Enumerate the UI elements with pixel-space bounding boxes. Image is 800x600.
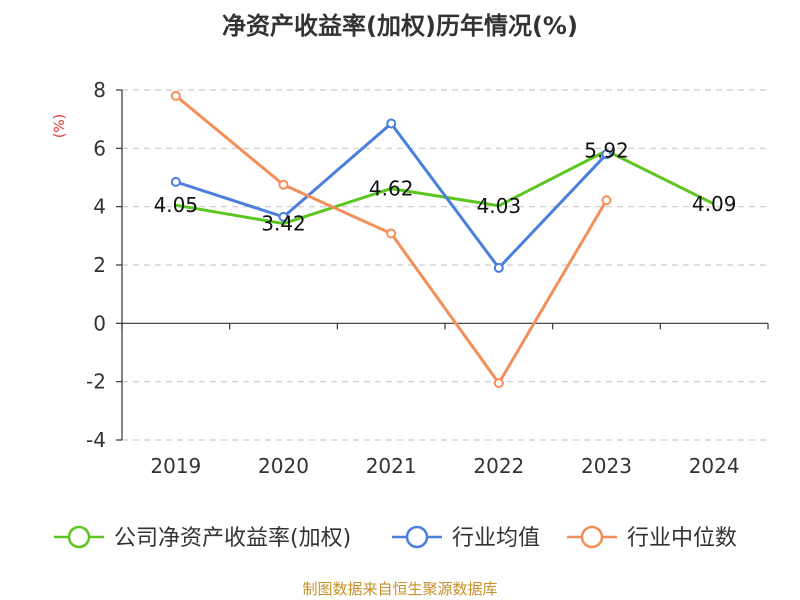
series-point-1	[601, 149, 612, 160]
series-point-2	[386, 228, 397, 239]
legend-item-2[interactable]: 行业中位数	[567, 525, 737, 551]
legend[interactable]: 公司净资产收益率(加权) 行业均值 行业中位数	[54, 525, 737, 551]
x-tick-label: 2023	[581, 454, 632, 478]
series-point-2	[601, 195, 612, 206]
y-axis-label: (%)	[52, 114, 68, 138]
series-point-1	[278, 211, 289, 222]
y-tick-label: -2	[86, 370, 106, 394]
legend-marker-icon	[67, 525, 91, 549]
series-point-1	[170, 176, 181, 187]
data-label: 5.92	[584, 139, 629, 163]
chart-title: 净资产收益率(加权)历年情况(%)	[222, 12, 578, 40]
legend-label: 行业中位数	[627, 526, 737, 551]
data-labels: 4.05 3.42 4.62 4.03 5.92 4.09	[154, 139, 737, 236]
x-tick-label: 2020	[258, 454, 309, 478]
series-point-2	[170, 90, 181, 101]
y-tick-label: 6	[93, 136, 106, 160]
data-label: 4.09	[692, 192, 737, 216]
data-label: 3.42	[261, 212, 306, 236]
legend-item-0[interactable]: 公司净资产收益率(加权)	[54, 525, 351, 551]
source-note: 制图数据来自恒生聚源数据库	[302, 580, 497, 598]
data-label: 4.62	[369, 177, 414, 201]
legend-label: 公司净资产收益率(加权)	[114, 526, 351, 551]
y-tick-label: -4	[86, 428, 106, 452]
y-tick-label: 8	[93, 78, 106, 102]
series-point-1	[493, 262, 504, 273]
legend-marker-icon	[405, 525, 429, 549]
data-label: 4.03	[477, 194, 522, 218]
series-lines	[170, 90, 715, 389]
grid	[122, 89, 768, 441]
y-tick-label: 2	[93, 253, 106, 277]
y-tick-label: 4	[93, 195, 106, 219]
legend-label: 行业均值	[452, 526, 540, 551]
axes: 8 6 4 2 0 -2 -4 2019 2020 2021 2022 2023 2024	[86, 78, 769, 478]
series-point-2	[278, 179, 289, 190]
x-tick-label: 2021	[366, 454, 417, 478]
legend-item-1[interactable]: 行业均值	[392, 525, 540, 551]
legend-marker-icon	[580, 525, 604, 549]
x-tick-label: 2019	[150, 454, 201, 478]
x-tick-label: 2022	[473, 454, 524, 478]
y-tick-label: 0	[93, 311, 106, 335]
series-point-1	[386, 118, 397, 129]
series-line-2	[174, 94, 608, 385]
data-label: 4.05	[154, 193, 199, 217]
x-tick-label: 2024	[689, 454, 740, 478]
series-point-2	[493, 378, 504, 389]
